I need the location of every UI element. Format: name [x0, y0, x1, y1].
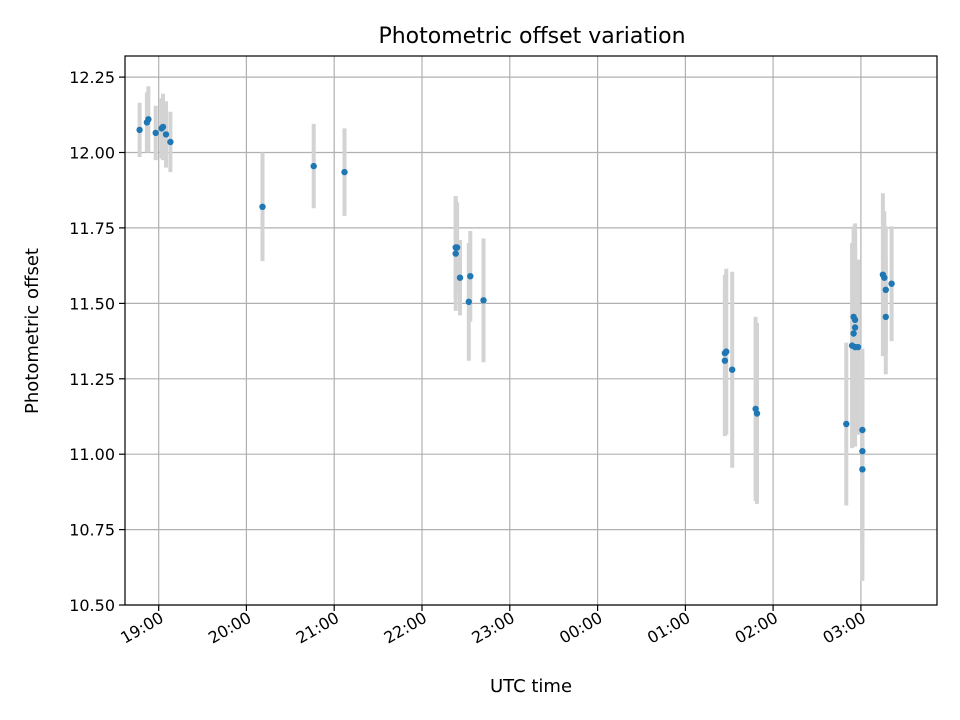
y-tick-label: 10.50	[69, 596, 115, 615]
y-tick-label: 11.50	[69, 294, 115, 313]
x-tick-label: 19:00	[117, 608, 166, 648]
x-axis-label: UTC time	[490, 676, 572, 697]
y-tick-label: 12.25	[69, 68, 115, 87]
x-tick-label: 20:00	[205, 608, 254, 648]
y-tick-label: 11.00	[69, 445, 115, 464]
data-point	[162, 131, 170, 138]
data-point	[152, 129, 159, 137]
data-point	[167, 138, 174, 146]
grid-lines	[125, 56, 937, 606]
data-point	[881, 274, 888, 281]
data-point	[850, 330, 857, 337]
x-tick-label: 02:00	[732, 608, 781, 648]
data-point	[859, 448, 866, 455]
y-axis-ticks: 10.50 10.75 11.00 11.25 11.50 11.75 12.00 12.25	[69, 68, 125, 615]
x-tick-label: 23:00	[468, 608, 517, 648]
data-points	[136, 116, 895, 473]
data-point	[851, 324, 859, 331]
data-point	[341, 168, 348, 176]
data-point	[456, 274, 464, 281]
y-tick-label: 11.25	[69, 370, 115, 389]
data-point	[480, 297, 487, 304]
data-point	[310, 162, 317, 170]
y-tick-label: 12.00	[69, 144, 115, 163]
error-bars	[137, 86, 894, 581]
data-point	[882, 286, 889, 293]
data-point	[843, 420, 850, 428]
plot-frame	[124, 55, 938, 606]
data-point	[452, 250, 459, 257]
data-point	[859, 466, 866, 473]
y-tick-label: 10.75	[69, 521, 115, 540]
data-point	[145, 116, 152, 123]
y-tick-label: 11.75	[69, 219, 115, 238]
data-point	[136, 126, 143, 134]
data-point	[859, 426, 866, 434]
x-tick-label: 01:00	[644, 608, 693, 648]
chart-title: Photometric offset variation	[378, 24, 685, 49]
data-point	[259, 203, 266, 210]
data-point	[159, 123, 167, 131]
x-tick-label: 03:00	[819, 608, 868, 648]
data-point	[729, 366, 736, 373]
data-point	[721, 357, 729, 364]
data-point	[854, 343, 862, 351]
x-axis-ticks: 19:00 20:00 21:00 22:00 23:00 00:00 01:00 02:00…	[117, 605, 869, 648]
x-tick-label: 21:00	[293, 608, 342, 648]
x-tick-label: 00:00	[556, 608, 605, 648]
data-point	[882, 313, 889, 321]
data-point	[753, 410, 761, 417]
x-tick-label: 22:00	[381, 608, 430, 648]
data-point	[453, 244, 461, 251]
y-axis-label: Photometric offset	[22, 248, 43, 414]
data-point	[465, 298, 472, 305]
data-point	[467, 273, 474, 280]
data-point	[851, 316, 859, 324]
data-point	[723, 348, 730, 355]
data-point	[888, 280, 895, 287]
